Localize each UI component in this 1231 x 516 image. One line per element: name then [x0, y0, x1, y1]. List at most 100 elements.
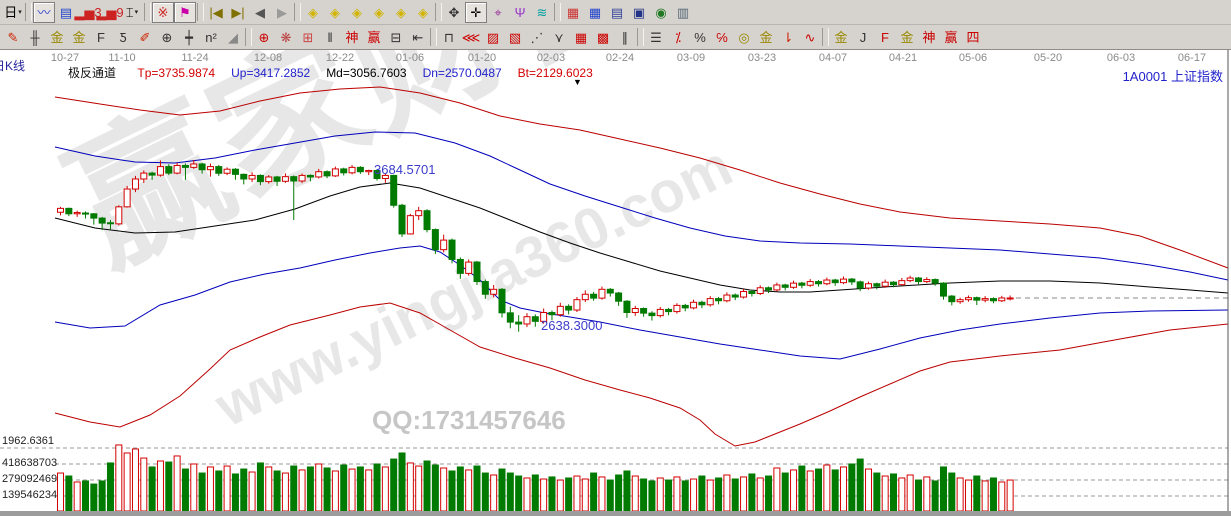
indicator-value: Bt=2129.6023: [517, 66, 593, 80]
date-tick-label: 05-20: [1033, 52, 1063, 64]
shade-box-icon[interactable]: ▨: [486, 29, 500, 45]
bars-3-icon[interactable]: ▂▅3: [74, 4, 102, 20]
diamond-right-icon[interactable]: ◈: [330, 4, 340, 20]
fan-rays-icon[interactable]: ⋘: [461, 29, 481, 45]
indicator-header: 极反通道 Tp=3735.9874 Up=3417.2852 Md=3056.760…: [68, 64, 609, 81]
diamond-shrink-icon[interactable]: ◈: [374, 4, 384, 20]
diamond-expand-icon[interactable]: ◈: [352, 4, 362, 20]
ruler-icon[interactable]: ╫: [30, 29, 40, 45]
ying-icon[interactable]: 赢: [367, 29, 381, 45]
chevron-down-icon[interactable]: ▾: [134, 8, 139, 16]
date-tick-label: 01-20: [467, 52, 497, 64]
toolbar-row1: 日 ▾ 〰 ▤ ▂▅3 ▂▅9 ⌶ ▾ ※ ⚑ |◀ ▶| ◀ ▶ ◈ ◈ ◈ ◈ ◈ ◈ ✥ ✛ ⌖ Ψ ≋ ▦ ▦ ▤ ▣ ◉ ▥: [0, 0, 1231, 25]
pen-line-icon[interactable]: ✐: [139, 29, 151, 45]
date-tick-label: 03-23: [747, 52, 777, 64]
diamond-full-icon[interactable]: ◈: [396, 4, 406, 20]
percent-icon[interactable]: %: [694, 29, 706, 45]
k-pattern-icon[interactable]: ‖: [327, 29, 333, 45]
diamond-left-icon[interactable]: ◈: [308, 4, 318, 20]
coil-icon[interactable]: Ƽ: [119, 29, 127, 45]
star-grid-icon[interactable]: ❋: [280, 29, 292, 45]
flag-marker-icon[interactable]: ⚑: [174, 1, 196, 23]
gold-channel-icon[interactable]: 金: [50, 29, 64, 45]
calendar-icon[interactable]: ▦: [566, 4, 580, 20]
frame-tool-icon[interactable]: ⊓: [443, 29, 455, 45]
crosshair-icon[interactable]: ✛: [465, 1, 487, 23]
toolbar-row2: ✎ ╫ 金金 F Ƽ ✐ ⊕ ┿ n² ◢ ⊕ ❋ ⊞ ‖ 神赢 ⊟ ⇤ ⊓ ⋘ ▨ ▧ ⋰ ⋎ ▦ ▩ ∥ ☰ ⁒% ℅ ◎ 金 ⇂ ∿ 金 J F…: [0, 25, 1231, 50]
brush-icon[interactable]: ✎: [7, 29, 19, 45]
gold-angle-icon[interactable]: 金: [900, 29, 914, 45]
next-bar-icon[interactable]: ▶: [277, 4, 287, 20]
shen-icon[interactable]: 神: [345, 29, 359, 45]
marker-drop-icon[interactable]: ⇂: [782, 29, 794, 45]
arrow-end-icon[interactable]: ⇤: [412, 29, 424, 45]
diamond-cross-icon[interactable]: ◈: [418, 4, 428, 20]
wave-tool-icon[interactable]: ≋: [536, 4, 548, 20]
f-angle-icon[interactable]: F: [881, 29, 889, 45]
percent-retrace-icon[interactable]: ⁒: [675, 29, 681, 45]
date-tick-label: 01-06: [395, 52, 425, 64]
cycle-lines-icon[interactable]: ☰: [650, 29, 662, 45]
red-grid-icon[interactable]: ▦: [574, 29, 588, 45]
first-bar-icon[interactable]: |◀: [209, 4, 223, 20]
date-tick-label: 04-07: [818, 52, 848, 64]
zigzag-chart-icon[interactable]: 〰: [33, 1, 55, 23]
pan-hand-icon[interactable]: ✥: [448, 4, 460, 20]
price-annotation: 2638.3000: [541, 318, 603, 333]
zoom-tool-icon[interactable]: ⌖: [494, 4, 502, 20]
axis-value-label: 418638703: [2, 457, 58, 469]
toolbar-divider: [637, 28, 644, 46]
note-icon[interactable]: ▤: [59, 4, 73, 20]
gold-channel2-icon[interactable]: 金: [72, 29, 86, 45]
trend-lines-icon[interactable]: ⋰: [530, 29, 544, 45]
chevron-down-icon[interactable]: ▾: [18, 8, 22, 16]
ying-angle-icon[interactable]: 赢: [944, 29, 958, 45]
grid-123-icon[interactable]: ⊟: [390, 29, 402, 45]
ruler2-icon[interactable]: ┿: [185, 29, 193, 45]
wave-band-icon[interactable]: ∿: [804, 29, 816, 45]
gold-line-icon[interactable]: 金: [759, 29, 773, 45]
bottom-scroll-strip[interactable]: [0, 511, 1231, 516]
prev-bar-icon[interactable]: ◀: [255, 4, 265, 20]
date-tick-label: 12-08: [253, 52, 283, 64]
axis-value-label: 139546234: [2, 489, 58, 501]
angle-icon[interactable]: ◢: [228, 29, 238, 45]
chevron-down-icon[interactable]: ▼: [573, 77, 582, 87]
indicator-value: Up=3417.2852: [231, 66, 311, 80]
indicator-value: Dn=2570.0487: [422, 66, 502, 80]
percent-gold-icon[interactable]: ℅: [716, 29, 728, 45]
f-tool-icon[interactable]: F: [97, 29, 105, 45]
indicator-name: 极反通道: [68, 66, 117, 80]
shade-box2-icon[interactable]: ▧: [508, 29, 522, 45]
gold-under-icon[interactable]: 金: [834, 29, 848, 45]
gold-circle-icon[interactable]: ◎: [738, 29, 750, 45]
circle-grid-icon[interactable]: ⊕: [161, 29, 173, 45]
check-lines-icon[interactable]: ⋎: [554, 29, 564, 45]
print-icon[interactable]: ▥: [676, 4, 690, 20]
pattern-match-icon[interactable]: ※: [152, 1, 174, 23]
chart-canvas[interactable]: [0, 50, 1231, 516]
gann-tool-icon[interactable]: Ψ: [514, 4, 526, 20]
red-grid-arrow-icon[interactable]: ▩: [596, 29, 610, 45]
n2-icon[interactable]: n²: [205, 29, 217, 45]
parallel-lines-icon[interactable]: ∥: [621, 29, 629, 45]
date-tick-label: 02-03: [536, 52, 566, 64]
save-icon[interactable]: ▣: [632, 4, 646, 20]
report-icon[interactable]: ▤: [610, 4, 624, 20]
save-all-icon[interactable]: ◉: [655, 4, 667, 20]
date-tick-label: 11-10: [108, 52, 136, 64]
candle-style-icon[interactable]: ⌶ ▾: [125, 4, 139, 20]
toolbar-divider: [435, 3, 442, 21]
j-angle-icon[interactable]: J: [859, 29, 867, 45]
calculator-icon[interactable]: ▦: [588, 4, 602, 20]
toolbar-divider: [294, 3, 301, 21]
toolbar-divider: [197, 3, 204, 21]
shen-angle-icon[interactable]: 神: [922, 29, 936, 45]
bars-9-icon[interactable]: ▂▅9: [96, 4, 124, 20]
four-angle-icon[interactable]: 四: [966, 29, 980, 45]
period-daily-icon[interactable]: 日 ▾: [4, 4, 22, 20]
last-bar-icon[interactable]: ▶|: [231, 4, 245, 20]
toolbar-divider: [430, 28, 437, 46]
grid-target-icon[interactable]: ⊞: [302, 29, 314, 45]
target-icon[interactable]: ⊕: [258, 29, 270, 45]
